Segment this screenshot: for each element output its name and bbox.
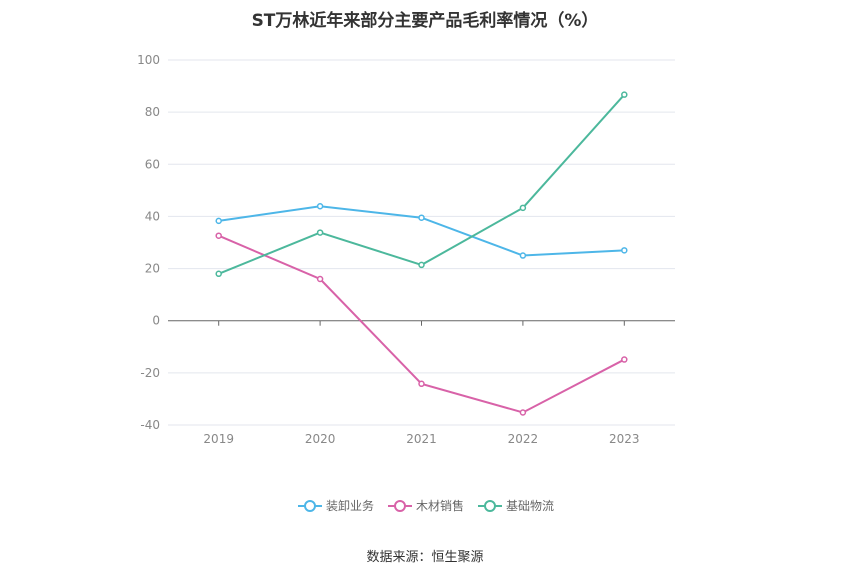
- y-tick-label: 20: [145, 262, 160, 276]
- data-point: [418, 261, 425, 269]
- series-line: [218, 94, 626, 275]
- legend-item[interactable]: 基础物流: [478, 499, 554, 513]
- legend-item[interactable]: 木材销售: [388, 498, 464, 513]
- legend-swatch-marker: [484, 500, 496, 512]
- legend-label: 装卸业务: [326, 498, 374, 513]
- y-tick-label: 40: [145, 209, 160, 223]
- legend-label: 基础物流: [506, 499, 554, 513]
- data-point: [215, 270, 222, 278]
- data-point: [215, 217, 222, 225]
- chart-title: ST万林近年来部分主要产品毛利率情况（%）: [251, 11, 599, 31]
- x-tick-label: 2022: [508, 432, 539, 446]
- data-point: [621, 247, 628, 254]
- legend-swatch-marker: [394, 500, 406, 512]
- data-point: [316, 275, 324, 283]
- data-point: [316, 203, 324, 210]
- y-tick-label: 0: [152, 314, 160, 328]
- y-tick-label: 100: [137, 53, 160, 67]
- data-point: [519, 204, 527, 212]
- y-tick-label: 60: [145, 157, 160, 171]
- data-point: [316, 229, 324, 236]
- data-point: [621, 91, 628, 98]
- data-point: [215, 232, 222, 239]
- series-lines: [215, 91, 628, 416]
- x-tick-label: 2021: [406, 432, 437, 446]
- legend-swatch-marker: [304, 500, 316, 512]
- data-source: 数据来源：恒生聚源: [366, 550, 484, 565]
- grid-lines: [168, 59, 675, 426]
- axes: 100 80 60 40 20 0 -20 -40 2019 2020 2021 2022 2023: [137, 53, 675, 446]
- y-tick-label: 80: [145, 105, 160, 119]
- data-point: [621, 356, 628, 363]
- y-tick-label: -40: [140, 418, 160, 432]
- data-point: [418, 380, 425, 388]
- x-tick-label: 2020: [305, 432, 336, 446]
- legend-item[interactable]: 装卸业务: [298, 498, 374, 513]
- legend: 装卸业务 木材销售 基础物流: [298, 498, 554, 513]
- data-point: [519, 409, 527, 416]
- data-point: [418, 214, 425, 221]
- data-point: [519, 252, 527, 259]
- y-tick-label: -20: [140, 366, 160, 380]
- x-tick-label: 2019: [203, 432, 234, 446]
- legend-label: 木材销售: [416, 498, 464, 513]
- x-tick-label: 2023: [609, 432, 640, 446]
